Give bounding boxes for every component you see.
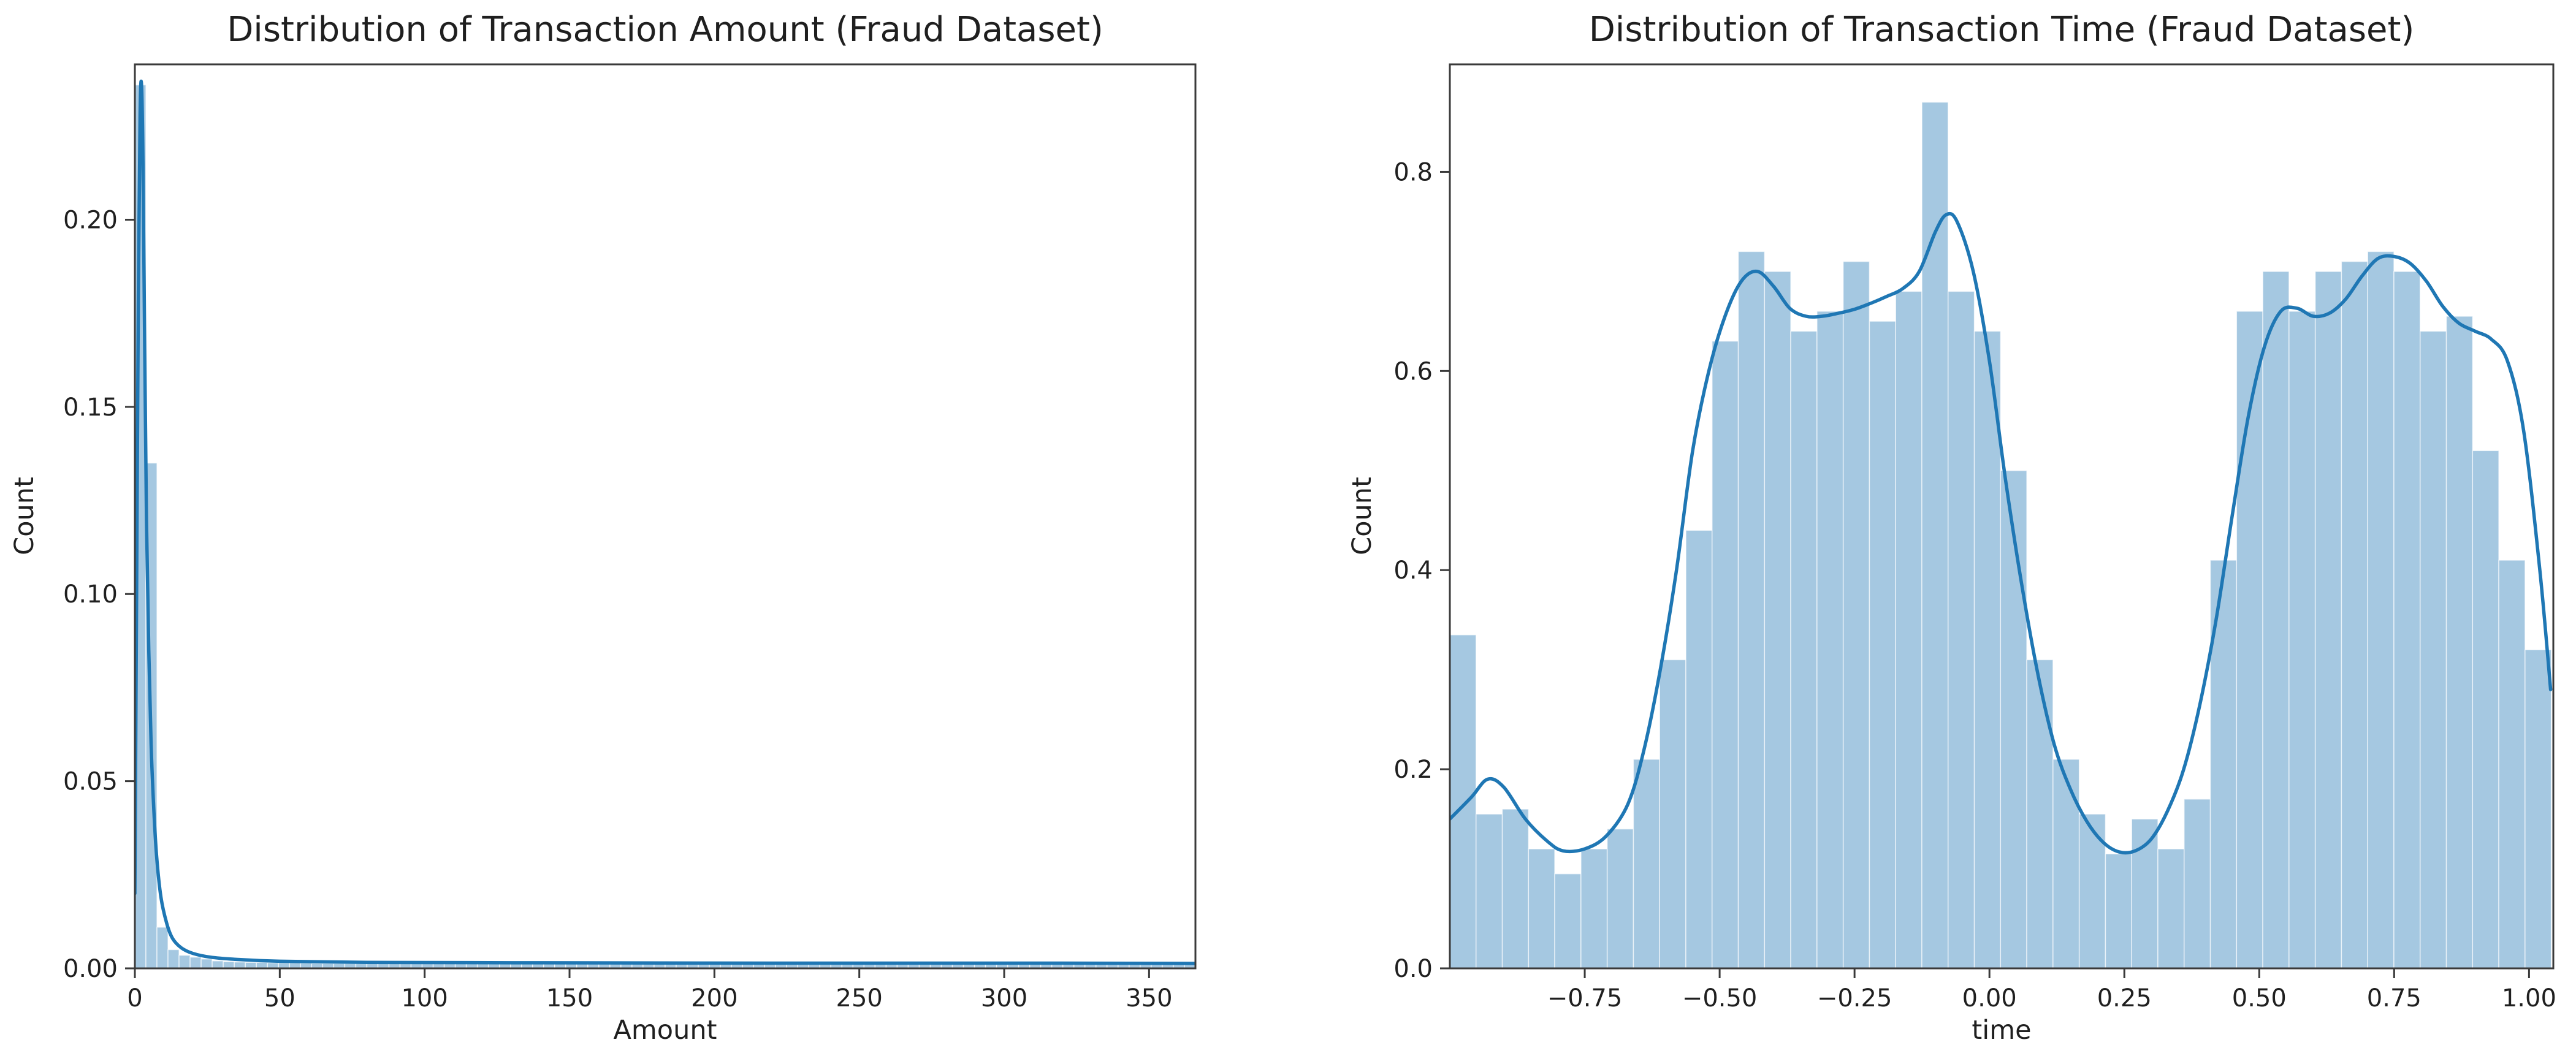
histogram-bar bbox=[1476, 813, 1503, 968]
histogram-bar bbox=[2288, 311, 2316, 968]
y-tick-label: 0.4 bbox=[1393, 556, 1433, 585]
histogram-bar bbox=[1737, 251, 1766, 968]
y-tick-label: 0.00 bbox=[63, 955, 118, 983]
histogram-bar bbox=[2105, 853, 2132, 968]
histogram-bar bbox=[1895, 291, 1922, 968]
histogram-bar bbox=[223, 961, 235, 968]
histogram-bar bbox=[2262, 271, 2290, 968]
y-tick-label: 0.8 bbox=[1393, 158, 1433, 186]
histogram-bar bbox=[1685, 530, 1713, 968]
histogram-bar bbox=[178, 954, 191, 968]
histogram-bar bbox=[2472, 450, 2499, 968]
x-tick-label: −0.75 bbox=[1547, 984, 1623, 1012]
x-tick-label: 0.75 bbox=[2367, 984, 2422, 1012]
histogram-bars bbox=[135, 84, 1195, 968]
y-tick-label: 0.20 bbox=[63, 206, 118, 234]
x-tick-label: 200 bbox=[691, 984, 737, 1012]
histogram-bar bbox=[156, 927, 169, 968]
histogram-bar bbox=[189, 956, 202, 968]
chart-time: −0.75 −0.50 −0.25 0.00 0.25 0.50 0.75 1.00 0.0 0.… bbox=[1393, 63, 2556, 1012]
histogram-bar bbox=[2525, 649, 2552, 968]
right-y-axis-label: Count bbox=[1347, 477, 1378, 555]
histogram-bar bbox=[167, 949, 180, 968]
histogram-bar bbox=[2498, 560, 2526, 968]
histogram-bar bbox=[1450, 634, 1477, 968]
x-tick-label: 0.25 bbox=[2097, 984, 2152, 1012]
histogram-bar bbox=[2236, 311, 2263, 968]
histogram-bar bbox=[2026, 659, 2054, 968]
kde-curve bbox=[1450, 211, 2553, 855]
histogram-bar bbox=[2131, 818, 2159, 968]
histogram-bar bbox=[1580, 848, 1608, 968]
y-tick-label: 0.15 bbox=[63, 393, 118, 422]
y-tick-label: 0.2 bbox=[1393, 756, 1433, 784]
histogram-bar bbox=[1606, 828, 1634, 968]
histogram-bar bbox=[1790, 330, 1818, 968]
histogram-bar bbox=[1816, 311, 1844, 968]
axes-spines bbox=[134, 63, 1197, 970]
histogram-bar bbox=[1659, 659, 1686, 968]
x-tick-label: 0.00 bbox=[1962, 984, 2017, 1012]
right-chart-title: Distribution of Transaction Time (Fraud … bbox=[1588, 10, 2415, 50]
histogram-bar bbox=[234, 961, 246, 968]
y-tick-label: 0.0 bbox=[1393, 955, 1433, 983]
histogram-bars bbox=[1450, 101, 2552, 968]
histogram-bar bbox=[1948, 291, 1975, 968]
histogram-bar bbox=[2420, 330, 2447, 968]
histogram-bar bbox=[1869, 321, 1896, 968]
x-tick-label: 300 bbox=[981, 984, 1027, 1012]
histogram-bar bbox=[200, 958, 213, 968]
histogram-bar bbox=[1528, 848, 1555, 968]
histogram-bar bbox=[1764, 271, 1791, 968]
x-tick-label: 50 bbox=[264, 984, 295, 1012]
y-tick-label: 0.10 bbox=[63, 580, 118, 609]
left-chart-title: Distribution of Transaction Amount (Frau… bbox=[227, 10, 1103, 50]
chart-amount: 0 50 100 150 200 250 300 350 0.00 0.05 0.10 0.15 0.2… bbox=[63, 63, 1197, 1012]
x-tick-label: 250 bbox=[836, 984, 883, 1012]
histogram-bar bbox=[1842, 260, 1870, 968]
histogram-bar bbox=[1501, 808, 1530, 968]
x-tick-label: 150 bbox=[546, 984, 593, 1012]
x-tick-label: −0.50 bbox=[1682, 984, 1758, 1012]
histogram-bar bbox=[1973, 330, 2002, 968]
histogram-bar bbox=[2445, 316, 2474, 968]
histogram-bar bbox=[2157, 848, 2185, 968]
x-tick-label: 350 bbox=[1126, 984, 1172, 1012]
histogram-bar bbox=[2314, 271, 2342, 968]
histogram-bar bbox=[2078, 813, 2106, 968]
x-tick-label: 0.50 bbox=[2232, 984, 2287, 1012]
y-tick-label: 0.05 bbox=[63, 768, 118, 796]
right-x-axis-label: time bbox=[1972, 1015, 2032, 1046]
histogram-bar bbox=[2393, 271, 2421, 968]
x-tick-label: 1.00 bbox=[2502, 984, 2556, 1012]
histogram-bar bbox=[2184, 799, 2211, 968]
histogram-bar bbox=[1554, 873, 1582, 968]
kde-curve bbox=[135, 79, 1195, 965]
y-tick-label: 0.6 bbox=[1393, 357, 1433, 386]
axes-spines bbox=[1449, 63, 2555, 970]
x-tick-label: −0.25 bbox=[1817, 984, 1892, 1012]
x-tick-label: 100 bbox=[401, 984, 448, 1012]
histogram-bar bbox=[2367, 251, 2395, 968]
histogram-bar bbox=[2052, 759, 2080, 968]
histogram-bar bbox=[1633, 759, 1660, 968]
left-y-axis-label: Count bbox=[9, 477, 40, 555]
left-x-axis-label: Amount bbox=[613, 1015, 717, 1046]
histogram-bar bbox=[1712, 340, 1739, 968]
histogram-bar bbox=[211, 960, 224, 968]
histogram-bar bbox=[2341, 260, 2368, 968]
x-tick-label: 0 bbox=[127, 984, 142, 1012]
